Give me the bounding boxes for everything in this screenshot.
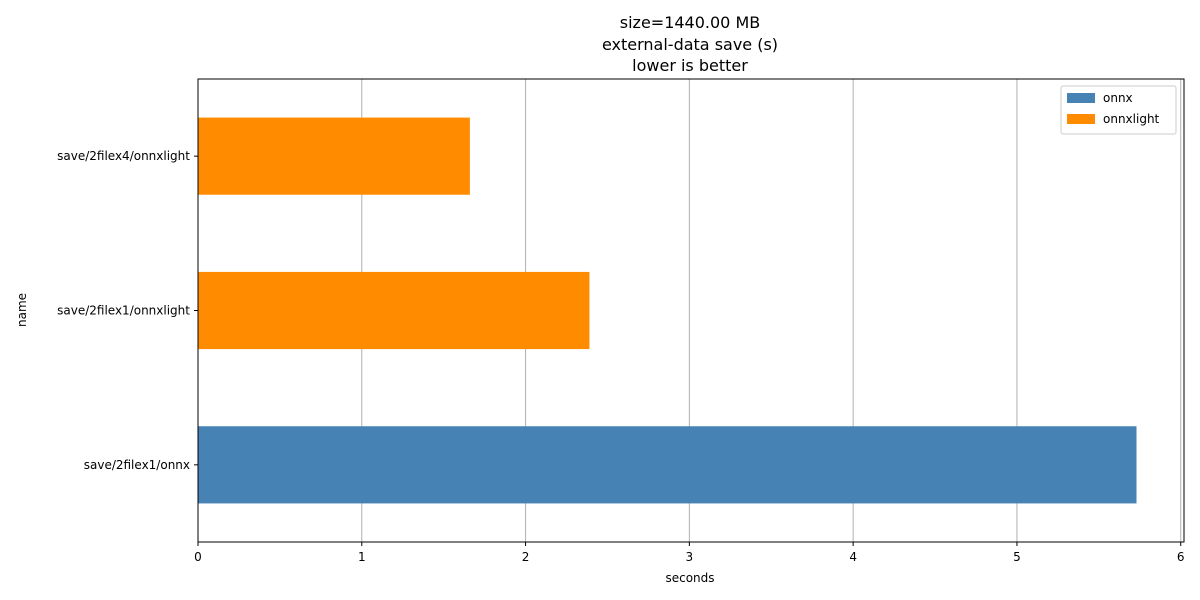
legend-label-onnx: onnx: [1103, 91, 1133, 105]
legend: onnx onnxlight: [1060, 85, 1177, 135]
legend-swatch-onnxlight: [1067, 114, 1095, 124]
x-tick-label: 1: [358, 550, 366, 564]
bar-save-2filex4-onnxlight: [198, 117, 470, 195]
x-tick-label: 4: [849, 550, 857, 564]
title-line-1: size=1440.00 MB: [620, 13, 760, 32]
x-axis-label: seconds: [665, 571, 714, 585]
bar-layer: [198, 117, 1137, 504]
x-axis-ticks: 0 1 2 3 4 5 6: [194, 542, 1185, 564]
legend-label-onnxlight: onnxlight: [1103, 112, 1160, 126]
y-tick-label: save/2filex1/onnxlight: [57, 304, 190, 318]
bar-save-2filex1-onnxlight: [198, 271, 590, 350]
title-line-3: lower is better: [632, 56, 748, 75]
x-tick-label: 2: [522, 550, 530, 564]
legend-swatch-onnx: [1067, 93, 1095, 103]
y-axis-label: name: [15, 293, 29, 327]
y-axis-ticks: save/2filex1/onnx save/2filex1/onnxlight s…: [57, 149, 198, 472]
y-tick-label: save/2filex1/onnx: [84, 458, 190, 472]
x-tick-label: 5: [1013, 550, 1021, 564]
title-line-2: external-data save (s): [602, 35, 778, 54]
x-tick-label: 6: [1177, 550, 1185, 564]
y-tick-label: save/2filex4/onnxlight: [57, 149, 190, 163]
chart-title: size=1440.00 MB external-data save (s) l…: [602, 13, 778, 75]
x-tick-label: 3: [686, 550, 694, 564]
x-tick-label: 0: [194, 550, 202, 564]
bar-save-2filex1-onnx: [198, 426, 1137, 504]
